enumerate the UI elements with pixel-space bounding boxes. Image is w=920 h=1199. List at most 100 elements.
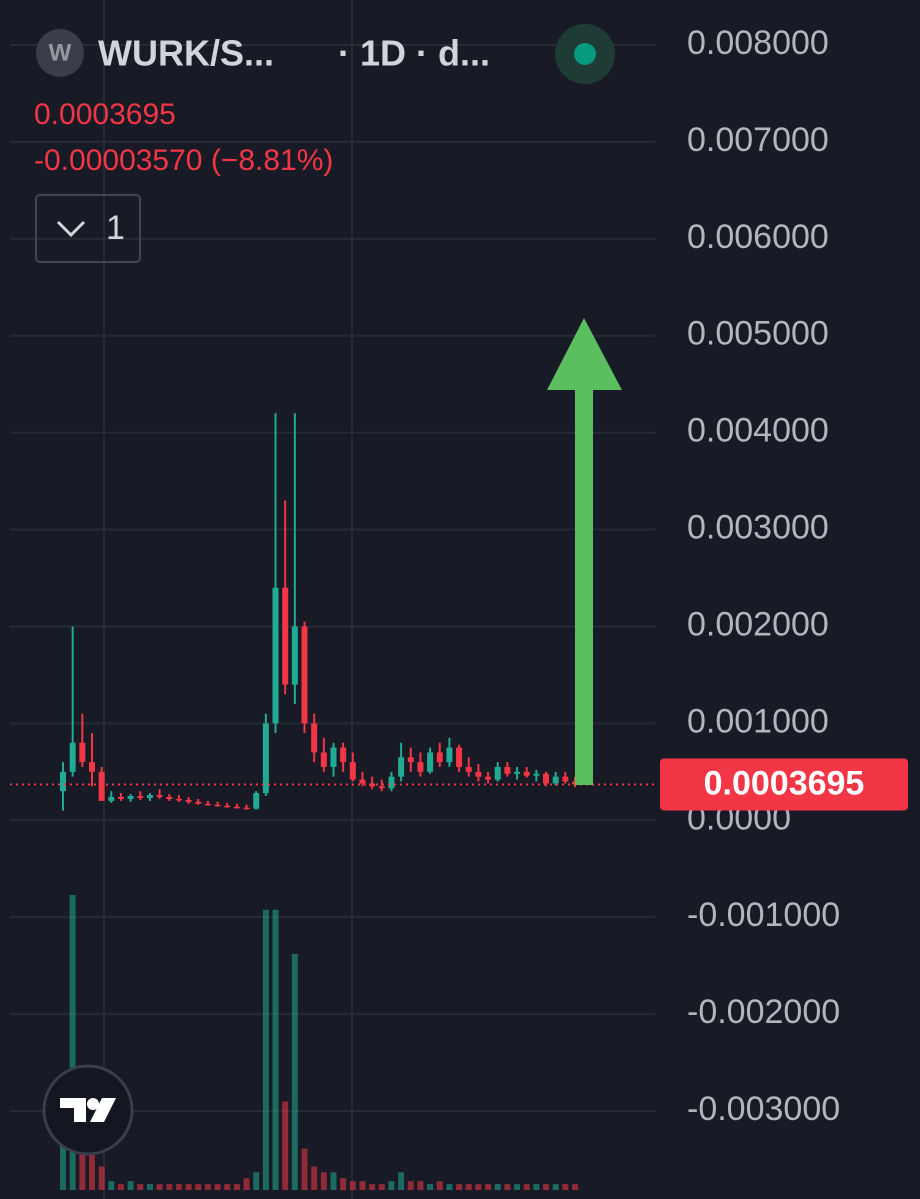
tradingview-mark — [60, 1098, 116, 1122]
candle-body — [253, 793, 260, 809]
volume-bar — [282, 1101, 289, 1190]
candle-body — [378, 786, 385, 789]
y-tick-label: 0.002000 — [687, 605, 829, 643]
volume-bar — [330, 1172, 337, 1190]
candle-body — [388, 776, 395, 789]
volume-bar — [195, 1184, 202, 1190]
volume-bar — [552, 1184, 559, 1190]
indicators-toggle[interactable] — [35, 194, 141, 263]
volume-bar — [224, 1184, 231, 1190]
y-tick-label: 0.003000 — [687, 509, 829, 547]
candle-body — [175, 798, 182, 801]
tradingview-mark-dot — [87, 1098, 99, 1110]
candle-body — [417, 762, 424, 772]
last-price-tag-label: 0.0003695 — [704, 764, 865, 802]
candle-body — [69, 742, 76, 772]
tradingview-logo[interactable] — [42, 1064, 134, 1156]
candle-body — [446, 747, 453, 763]
y-tick-label: 0.008000 — [687, 24, 829, 62]
candle-body — [523, 771, 530, 776]
volume-bar — [166, 1184, 173, 1190]
y-tick-label: -0.001000 — [687, 896, 840, 934]
candle-body — [127, 796, 134, 799]
y-tick-label: -0.003000 — [687, 1090, 840, 1128]
volume-bar — [272, 909, 279, 1190]
candle-body — [369, 783, 376, 787]
candle-body — [427, 752, 434, 772]
candle-body — [475, 771, 482, 777]
candle-body — [98, 771, 105, 801]
candle-body — [514, 771, 521, 774]
volume-bar — [407, 1181, 414, 1190]
candle-body — [146, 795, 153, 798]
candle-body — [243, 807, 250, 810]
volume-bar — [369, 1184, 376, 1190]
candle-body — [398, 757, 405, 777]
last-price: 0.0003695 — [34, 98, 176, 131]
candle-body — [88, 762, 95, 772]
volume-bar — [156, 1184, 163, 1190]
candle-body — [224, 805, 231, 808]
volume-bar — [127, 1181, 134, 1190]
volume-bar — [320, 1172, 327, 1190]
volume-bar — [60, 1131, 66, 1190]
interval[interactable]: · 1D · d... — [338, 33, 490, 74]
symbol-name[interactable]: WURK/S... — [98, 33, 274, 74]
symbol-logo — [36, 29, 84, 77]
candle-body — [330, 747, 337, 767]
volume-bar — [291, 954, 298, 1190]
volume-bar — [436, 1181, 443, 1190]
candle-body — [233, 806, 240, 809]
candle-body — [185, 799, 192, 802]
last-price-tag — [660, 758, 908, 811]
candle-body — [204, 803, 211, 806]
volume-bar — [465, 1184, 472, 1190]
candle-body — [456, 747, 463, 767]
volume-bar — [446, 1184, 453, 1190]
volume-bar — [533, 1184, 540, 1190]
candle-body — [195, 801, 202, 804]
volume-bar — [475, 1184, 482, 1190]
candle-body — [137, 796, 144, 798]
candle-body — [166, 797, 173, 799]
candle-body — [543, 773, 550, 784]
volume-bar — [562, 1184, 569, 1190]
candle-body — [552, 776, 559, 784]
volume-bar — [233, 1184, 240, 1190]
candle-body — [465, 766, 472, 772]
volume-bar — [214, 1184, 221, 1190]
candle-body — [117, 797, 124, 799]
y-tick-label: 0.001000 — [687, 702, 829, 740]
plot-area — [10, 413, 655, 1190]
volume-bar — [146, 1184, 153, 1190]
symbol-logo-letter: W — [49, 39, 72, 66]
candle-body — [156, 795, 163, 798]
volume-bar — [456, 1184, 463, 1190]
volume-bar — [359, 1181, 366, 1190]
y-tick-label: 0.007000 — [687, 121, 829, 159]
volume-bar — [388, 1181, 395, 1190]
y-tick-label: 0.005000 — [687, 315, 829, 353]
y-tick-label: 0.006000 — [687, 218, 829, 256]
y-tick-label: 0.004000 — [687, 412, 829, 450]
candle-body — [282, 587, 289, 685]
volume-bar — [378, 1184, 385, 1190]
candle-body — [320, 752, 327, 767]
candle-body — [485, 776, 492, 780]
volume-bar — [88, 1154, 95, 1190]
candle-body — [311, 723, 318, 753]
candle-body — [79, 742, 86, 763]
volume-bar — [514, 1184, 521, 1190]
volume-bar — [108, 1181, 115, 1190]
y-tick-label: -0.002000 — [687, 993, 840, 1031]
status-dot — [574, 43, 596, 65]
candle-body — [301, 626, 308, 724]
volume-bar — [427, 1184, 434, 1190]
candle-body — [108, 797, 115, 801]
volume-bar — [175, 1184, 182, 1190]
candle-body — [60, 771, 66, 792]
volume-bar — [417, 1181, 424, 1190]
candle-body — [291, 626, 298, 685]
chevron — [56, 220, 86, 238]
